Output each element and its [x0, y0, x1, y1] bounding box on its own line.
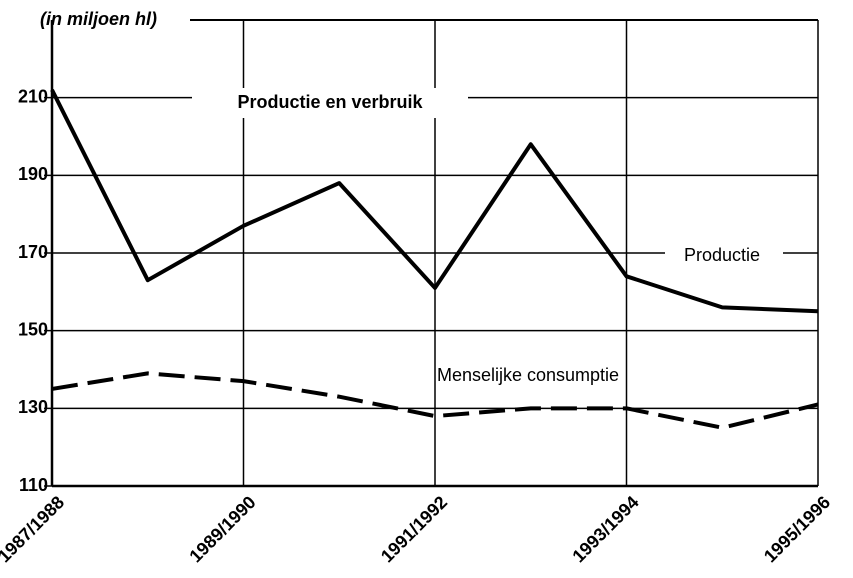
y-tick-label: 110: [19, 475, 48, 495]
y-tick-label: 190: [18, 164, 48, 184]
series-line: [50, 89, 819, 314]
y-tick-label: 170: [18, 242, 48, 262]
series-line: [51, 371, 819, 430]
y-axis-label: (in miljoen hl): [40, 9, 157, 29]
label-bg: [665, 244, 783, 268]
x-tick-label: 1989/1990: [185, 492, 259, 566]
x-tick-label: 1987/1988: [0, 492, 68, 566]
x-tick-label: 1991/1992: [377, 492, 451, 566]
x-tick-label: 1993/1994: [568, 492, 642, 566]
y-tick-label: 150: [18, 319, 48, 339]
label-bg: [192, 88, 468, 118]
chart-title: Productie en verbruik: [237, 92, 423, 112]
y-tick-label: 210: [18, 86, 48, 106]
x-tick-label: 1995/1996: [760, 492, 834, 566]
series-label: Menselijke consumptie: [437, 365, 619, 385]
series-label: Productie: [684, 245, 760, 265]
y-tick-label: 130: [18, 397, 48, 417]
